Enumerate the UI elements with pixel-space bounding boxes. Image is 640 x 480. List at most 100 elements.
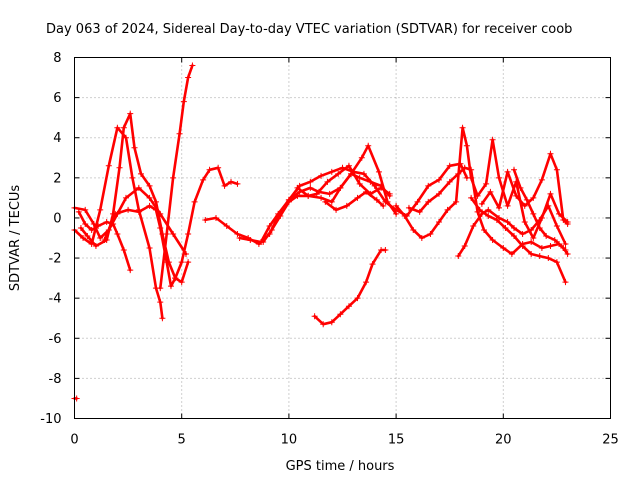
data-point — [75, 208, 82, 215]
chart-title: Day 063 of 2024, Sidereal Day-to-day VTE… — [46, 22, 572, 37]
data-point — [543, 232, 550, 239]
data-point — [322, 198, 329, 205]
data-series — [75, 208, 134, 274]
data-point — [553, 166, 560, 173]
data-point — [97, 206, 104, 213]
data-point — [122, 194, 129, 201]
data-point — [260, 239, 267, 246]
data-point — [369, 261, 376, 268]
data-point — [114, 124, 121, 131]
data-point — [453, 198, 460, 205]
data-point — [178, 259, 185, 266]
y-tick-label: -8 — [49, 372, 62, 387]
y-tick-label: 2 — [53, 171, 61, 186]
data-point — [500, 245, 507, 252]
data-point — [127, 267, 134, 274]
data-point — [125, 206, 132, 213]
data-point — [234, 230, 241, 237]
data-point — [337, 184, 344, 191]
data-point — [504, 168, 511, 175]
data-series — [405, 164, 569, 258]
data-point — [521, 202, 528, 209]
data-point — [80, 235, 87, 241]
data-point — [547, 190, 554, 197]
data-point — [435, 218, 442, 225]
data-point — [320, 321, 327, 328]
data-point — [343, 202, 350, 209]
data-point — [519, 243, 526, 250]
data-point — [446, 162, 453, 169]
data-point — [382, 247, 389, 254]
data-series — [393, 124, 571, 241]
data-point — [551, 237, 558, 244]
data-point — [553, 259, 560, 266]
data-point — [167, 283, 174, 290]
data-point — [470, 222, 477, 229]
data-point — [202, 216, 209, 223]
data-point — [116, 164, 123, 171]
data-point — [348, 170, 355, 177]
series-line — [324, 190, 385, 212]
data-point — [504, 202, 511, 209]
data-point — [176, 130, 183, 137]
data-point — [333, 206, 340, 213]
x-axis-label: GPS time / hours — [286, 459, 395, 474]
data-point — [345, 162, 352, 169]
data-point — [564, 251, 571, 258]
data-point — [504, 218, 511, 225]
data-point — [455, 253, 462, 260]
data-point — [528, 226, 535, 233]
data-point — [318, 194, 325, 201]
data-point — [528, 239, 535, 246]
data-point — [530, 210, 537, 217]
data-point — [378, 182, 385, 189]
data-point — [564, 220, 571, 227]
data-series — [71, 395, 80, 402]
data-point — [425, 198, 432, 205]
x-tick-label: 25 — [602, 433, 619, 448]
data-point — [354, 295, 361, 302]
data-point — [513, 192, 520, 199]
data-point — [180, 98, 187, 105]
series-line — [73, 126, 164, 320]
data-point — [305, 192, 312, 199]
x-tick-labels: 0 5 10 15 20 25 — [70, 433, 618, 448]
data-point — [152, 206, 159, 213]
data-point — [114, 230, 121, 237]
data-series — [294, 170, 393, 205]
data-point — [463, 142, 470, 149]
data-point — [425, 182, 432, 189]
data-point — [146, 202, 153, 209]
series-line — [457, 204, 567, 258]
data-point — [393, 210, 400, 217]
data-point — [215, 164, 222, 171]
data-point — [307, 178, 314, 185]
data-point — [414, 198, 421, 205]
data-point — [489, 237, 496, 244]
y-axis-label: SDTVAR / TECUs — [8, 185, 23, 292]
data-point — [146, 182, 153, 189]
data-point — [485, 212, 492, 219]
y-tick-label: -2 — [49, 252, 62, 267]
data-point — [560, 245, 567, 252]
data-point — [163, 230, 170, 237]
data-point — [221, 182, 228, 189]
data-point — [97, 235, 104, 241]
data-point — [77, 224, 84, 231]
grid-layer — [74, 57, 611, 419]
data-point — [487, 188, 494, 195]
data-point — [170, 174, 177, 181]
x-tick-label: 5 — [178, 433, 186, 448]
y-tick-label: 8 — [53, 51, 61, 66]
data-point — [536, 224, 543, 231]
data-point — [328, 198, 335, 205]
data-point — [120, 124, 127, 131]
y-tick-label: -4 — [49, 292, 62, 307]
series-line — [313, 248, 387, 326]
data-point — [328, 168, 335, 175]
data-point — [360, 170, 367, 177]
data-point — [536, 216, 543, 223]
data-point — [354, 194, 361, 201]
data-point — [326, 190, 333, 197]
